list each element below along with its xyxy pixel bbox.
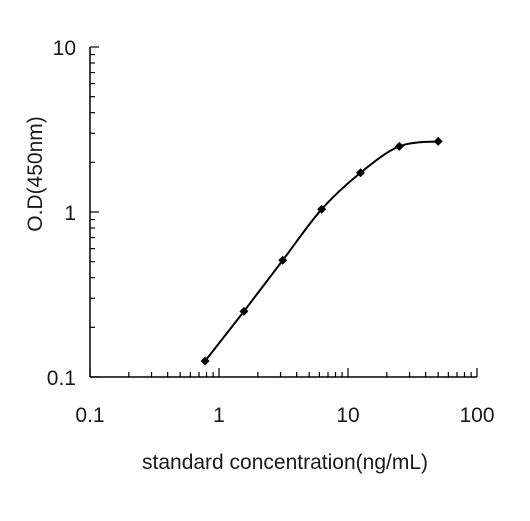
y-axis-title: O.D(450nm) (24, 116, 47, 232)
x-tick-label-1: 1 (213, 404, 225, 427)
series-group (200, 136, 443, 366)
data-point-4 (356, 168, 365, 178)
y-tick-label-0.1: 0.1 (47, 367, 76, 390)
data-point-1 (239, 306, 249, 316)
y-tick-label-10: 10 (53, 37, 76, 60)
tick-labels: 0.1 1 10 100 0.1 1 10 (47, 37, 495, 427)
data-point-2 (278, 255, 288, 265)
data-point-6 (433, 136, 443, 146)
data-point-5 (394, 141, 404, 151)
x-tick-label-10: 10 (336, 404, 359, 427)
axis-ticks (89, 46, 478, 378)
x-axis-title: standard concentration(ng/mL) (142, 451, 428, 474)
data-point-0 (200, 356, 210, 366)
data-point-3 (317, 204, 327, 214)
x-tick-label-0.1: 0.1 (75, 404, 104, 427)
axes (89, 47, 477, 378)
y-tick-label-1: 1 (64, 202, 76, 225)
x-tick-label-100: 100 (459, 404, 494, 427)
series-line-0 (204, 140, 439, 362)
